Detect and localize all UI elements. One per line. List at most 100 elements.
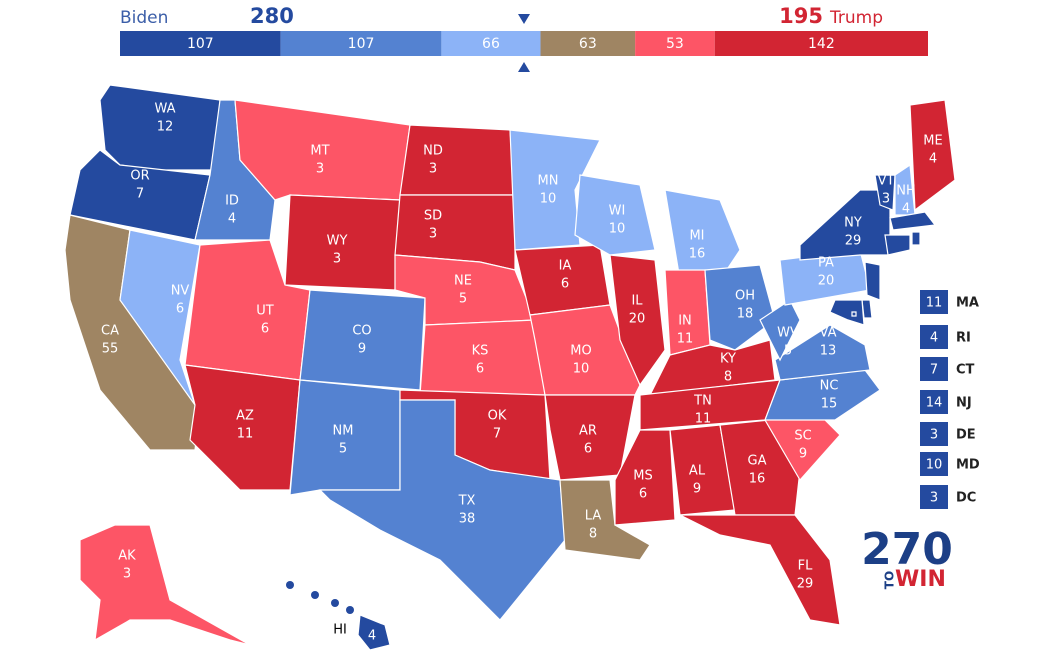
- state: [664, 189, 741, 281]
- legend-box: [920, 325, 948, 349]
- legend-abbr: NJ: [956, 396, 972, 411]
- state-votes: 29: [797, 577, 814, 592]
- logo-to: TO: [883, 571, 897, 589]
- state: [864, 261, 881, 301]
- state-votes: 3: [316, 162, 324, 177]
- legend-abbr: CT: [956, 363, 975, 378]
- state-votes: 10: [609, 222, 626, 237]
- state-abbr: ID: [225, 194, 239, 209]
- island: [346, 606, 354, 614]
- state-votes: 13: [820, 344, 837, 359]
- state-abbr: LA: [585, 509, 602, 524]
- state-abbr: AR: [579, 424, 597, 439]
- state-abbr: ND: [423, 144, 443, 159]
- state: [559, 479, 651, 561]
- legend-abbr: DC: [956, 491, 976, 506]
- left-name: Biden: [120, 8, 168, 28]
- state-votes: 38: [459, 512, 476, 527]
- state-abbr: NV: [171, 284, 190, 299]
- legend-votes: 7: [930, 363, 938, 378]
- legend-votes: 14: [926, 396, 943, 411]
- state-votes: 6: [639, 487, 647, 502]
- state-abbr: VA: [820, 326, 837, 341]
- state-votes: 20: [818, 274, 835, 289]
- state: [911, 231, 921, 246]
- state-abbr: WV: [777, 326, 799, 341]
- state-abbr: UT: [256, 304, 274, 319]
- state-votes: 6: [476, 362, 484, 377]
- right-total: 195: [779, 4, 823, 28]
- segment-label: 107: [348, 36, 375, 52]
- state-abbr: GA: [748, 454, 767, 469]
- legend-box: [920, 485, 948, 509]
- state-votes: 4: [368, 629, 376, 644]
- state-votes: 11: [237, 427, 254, 442]
- legend-abbr: DE: [956, 428, 976, 443]
- state-votes: 8: [589, 527, 597, 542]
- legend-abbr: RI: [956, 331, 971, 346]
- state-abbr: PA: [818, 256, 834, 271]
- state-abbr: KS: [472, 344, 489, 359]
- state-votes: 5: [459, 292, 467, 307]
- state-votes: 20: [629, 312, 646, 327]
- legend-box: [920, 452, 948, 476]
- state-abbr: NH: [896, 184, 916, 199]
- state-abbr: OR: [130, 169, 149, 184]
- state-abbr: IA: [559, 259, 572, 274]
- state-abbr: SC: [794, 429, 811, 444]
- state-votes: 8: [724, 370, 732, 385]
- bar-segment: [280, 31, 442, 56]
- legend-votes: 10: [926, 458, 943, 473]
- state-votes: 10: [573, 362, 590, 377]
- state-votes: 9: [799, 447, 807, 462]
- legend-box: [920, 357, 948, 381]
- states: [64, 84, 956, 651]
- state-abbr: MN: [538, 174, 559, 189]
- logo: 270 TO WIN: [861, 524, 953, 592]
- state: [874, 174, 896, 211]
- state-abbr: MT: [310, 144, 329, 159]
- state-abbr: FL: [798, 559, 813, 574]
- state-votes: 4: [228, 212, 236, 227]
- state: [851, 311, 857, 317]
- midpoint-marker: [518, 14, 530, 24]
- state-abbr: NC: [820, 379, 839, 394]
- state-abbr: KY: [720, 352, 736, 367]
- left-total: 280: [250, 4, 294, 28]
- segment-label: 107: [187, 36, 214, 52]
- state-votes: 3: [123, 567, 131, 582]
- state-abbr: MI: [689, 229, 704, 244]
- state-abbr: CO: [352, 324, 371, 339]
- state-votes: 7: [493, 427, 501, 442]
- state: [399, 124, 516, 196]
- state-abbr: SD: [424, 209, 442, 224]
- state-abbr: ME: [923, 134, 942, 149]
- state-votes: 55: [102, 342, 119, 357]
- state-abbr: IN: [678, 314, 692, 329]
- state-votes: 16: [689, 247, 706, 262]
- state-votes: 11: [695, 412, 712, 427]
- legend-box: [920, 422, 948, 446]
- state-votes: 7: [136, 187, 144, 202]
- legend-box: [920, 290, 948, 314]
- state-votes: 6: [261, 322, 269, 337]
- state: [318, 399, 566, 621]
- state-abbr: MO: [570, 344, 591, 359]
- bar-segment: [441, 31, 541, 56]
- bar-segment: [714, 31, 928, 56]
- state-abbr: OK: [488, 409, 507, 424]
- legend-votes: 3: [930, 491, 938, 506]
- state-abbr: TX: [458, 494, 476, 509]
- state-votes: 6: [561, 277, 569, 292]
- state-votes: 10: [540, 192, 557, 207]
- segment-label: 53: [666, 36, 684, 52]
- state-abbr: CA: [101, 324, 119, 339]
- state-abbr: NE: [454, 274, 472, 289]
- state-abbr: WI: [609, 204, 626, 219]
- legend-votes: 4: [930, 331, 938, 346]
- state: [119, 229, 201, 406]
- state: [79, 524, 251, 646]
- legend-box: [920, 390, 948, 414]
